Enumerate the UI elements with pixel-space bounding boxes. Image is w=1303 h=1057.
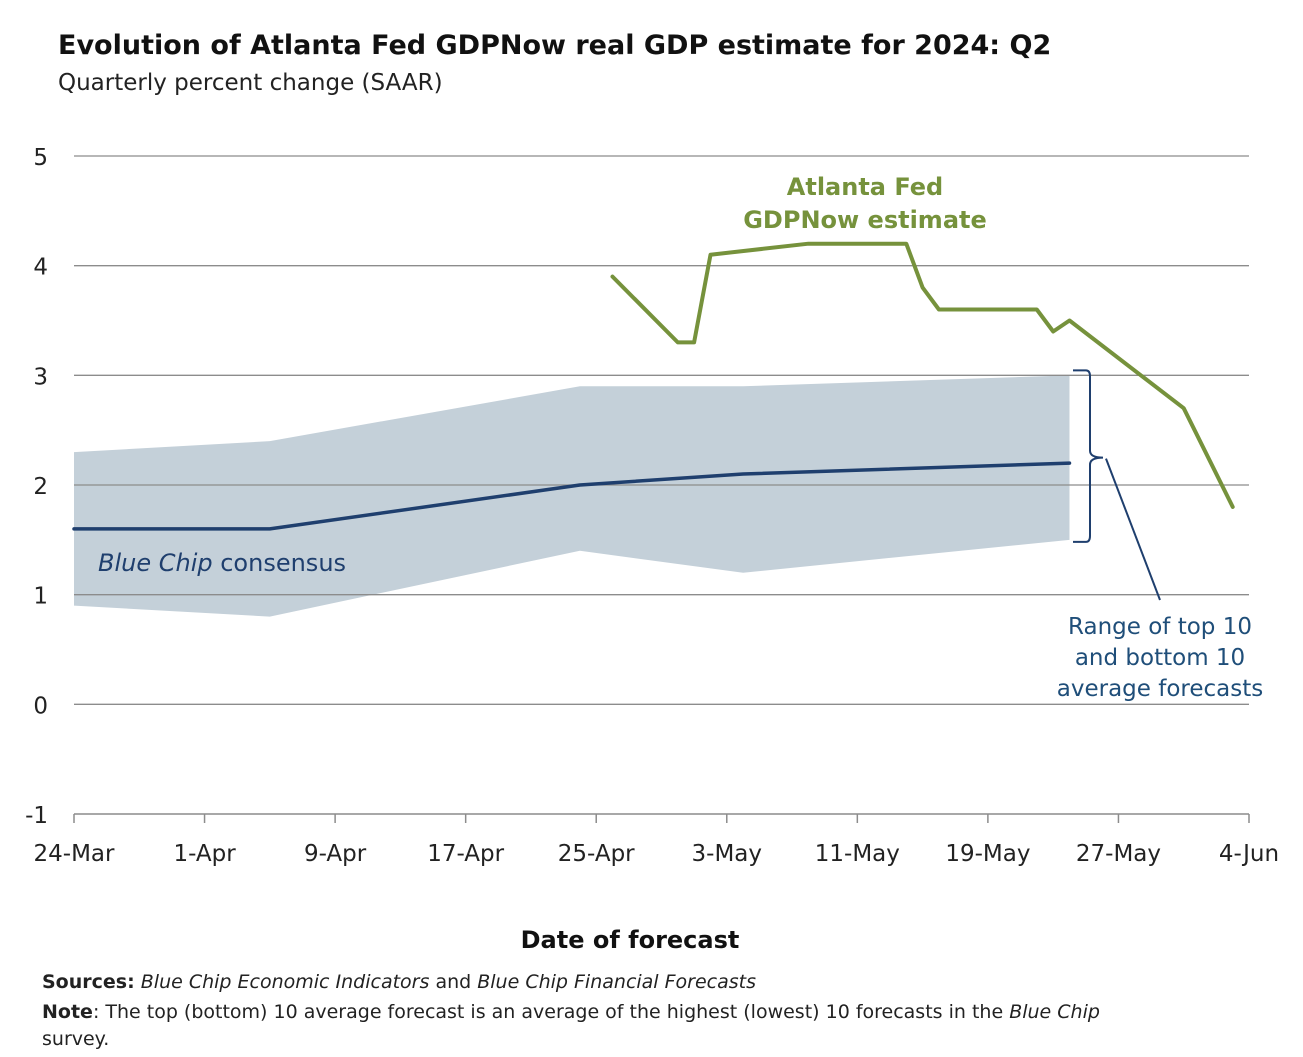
x-tick-label: 9-Apr [304, 841, 367, 867]
x-axis-label: Date of forecast [520, 926, 740, 954]
x-tick-label: 3-May [692, 841, 762, 867]
x-tick-label: 24-Mar [34, 841, 116, 867]
chart-subtitle: Quarterly percent change (SAAR) [58, 70, 443, 96]
gridlines-layer: -1 0 1 2 3 4 5 [25, 145, 1249, 829]
x-tick-label: 1-Apr [173, 841, 236, 867]
sources-and: and [429, 971, 478, 993]
consensus-label-italic: Blue Chip [98, 549, 213, 577]
y-tick-label: 4 [33, 255, 48, 281]
x-tick-label: 25-Apr [558, 841, 635, 867]
x-axis-layer: 24-Mar 1-Apr 9-Apr 17-Apr 25-Apr 3-May 11-May 1… [34, 813, 1279, 867]
range-bracket [1073, 369, 1104, 543]
gdpnow-label-line1: Atlanta Fed [787, 173, 943, 201]
gdpnow-label-line2: GDPNow estimate [743, 206, 987, 234]
y-tick-label: 3 [33, 364, 48, 390]
range-label-line3: average forecasts [1057, 676, 1263, 702]
x-tick-label: 27-May [1076, 841, 1161, 867]
x-tick-label: 11-May [815, 841, 900, 867]
consensus-series-line [72, 461, 1072, 531]
chart-plot: -1 0 1 2 3 4 5 24-Mar 1-Apr 9-Apr 17-Apr 25-Apr 3-M… [25, 145, 1279, 867]
range-band [74, 375, 1070, 617]
x-tick-label: 4-Jun [1219, 841, 1279, 867]
y-tick-label: -1 [25, 803, 48, 829]
sources-line: Sources: Blue Chip Economic Indicators a… [42, 971, 756, 993]
x-tick-label: 17-Apr [427, 841, 504, 867]
gdpnow-series-line [610, 241, 1235, 509]
note-text-2: survey. [42, 1028, 110, 1050]
note-text-1: : The top (bottom) 10 average forecast i… [92, 1001, 1010, 1023]
consensus-label: Blue Chip consensus [98, 549, 346, 577]
series-layer [72, 241, 1235, 531]
consensus-label-rest: consensus [213, 549, 346, 577]
note-italic: Blue Chip [1009, 1001, 1100, 1023]
y-tick-label: 5 [33, 145, 48, 171]
note-label: Note [42, 1001, 93, 1023]
range-band-layer [74, 375, 1070, 617]
range-label-line1: Range of top 10 [1068, 614, 1252, 640]
note-line: Note: The top (bottom) 10 average foreca… [42, 999, 1162, 1053]
sources-italic-2: Blue Chip Financial Forecasts [477, 971, 757, 993]
y-tick-label: 0 [33, 693, 48, 719]
sources-label: Sources: [42, 971, 135, 993]
sources-italic-1: Blue Chip Economic Indicators [140, 971, 430, 993]
x-tick-label: 19-May [945, 841, 1030, 867]
y-tick-label: 2 [33, 474, 48, 500]
range-label-line2: and bottom 10 [1075, 645, 1245, 671]
chart-title: Evolution of Atlanta Fed GDPNow real GDP… [58, 30, 1052, 61]
annotation-layer: Atlanta Fed GDPNow estimate Blue Chip cons… [98, 173, 1263, 702]
range-pointer-line [1105, 458, 1161, 601]
y-tick-label: 1 [33, 584, 48, 610]
